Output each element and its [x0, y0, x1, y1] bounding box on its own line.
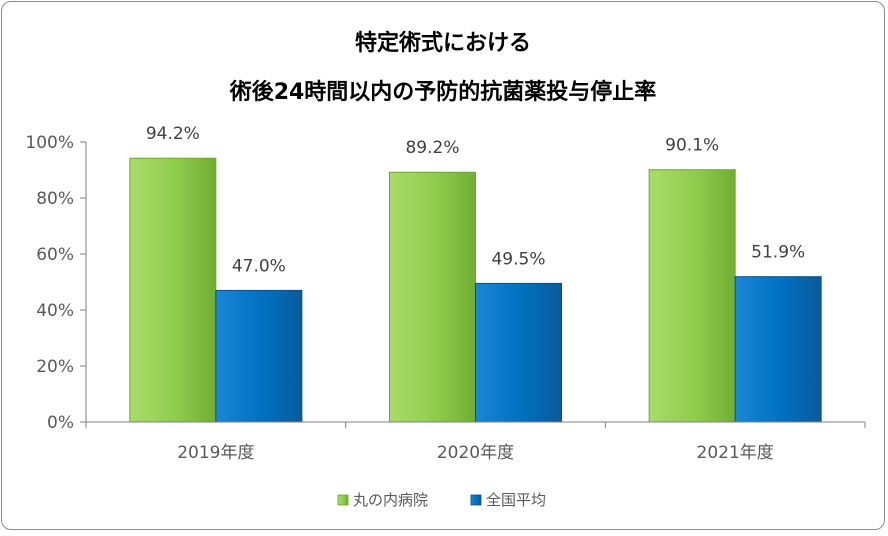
chart-title-line-2: 術後24時間以内の予防的抗菌薬投与停止率 — [229, 79, 657, 105]
legend-label-national: 全国平均 — [486, 491, 546, 509]
y-tick-label: 60% — [36, 245, 74, 265]
bar-marunouchi-2 — [648, 169, 736, 423]
y-tick-label: 80% — [36, 189, 74, 209]
legend-swatch-marunouchi — [337, 494, 349, 506]
bar-marunouchi-1 — [389, 171, 476, 423]
data-label: 90.1% — [665, 136, 719, 156]
legend: 丸の内病院 全国平均 — [337, 491, 546, 509]
y-tick-label: 40% — [36, 301, 74, 321]
legend-swatch-national — [470, 494, 482, 506]
bars: 94.2% 89.2% 90.1% 47.0% 49.5% 51.9% — [129, 124, 822, 423]
x-category-label: 2021年度 — [697, 443, 774, 463]
data-label: 47.0% — [232, 256, 286, 276]
y-axis: 0% 20% 40% 60% 80% 100% — [25, 133, 87, 433]
bar-national-1 — [475, 282, 562, 423]
y-tick-label: 20% — [36, 357, 74, 377]
data-label: 89.2% — [405, 138, 459, 158]
data-label: 51.9% — [751, 243, 805, 263]
bar-marunouchi-0 — [129, 157, 217, 423]
y-tick-label: 100% — [25, 133, 74, 153]
y-tick-label: 0% — [47, 413, 74, 433]
x-category-label: 2019年度 — [177, 443, 254, 463]
chart-title-line-1: 特定術式における — [355, 30, 531, 56]
bar-national-0 — [215, 289, 303, 423]
legend-label-marunouchi: 丸の内病院 — [353, 491, 428, 509]
data-label: 49.5% — [491, 249, 545, 269]
bar-national-2 — [734, 276, 822, 423]
data-label: 94.2% — [146, 124, 200, 144]
x-axis: 2019年度 2020年度 2021年度 — [85, 421, 866, 463]
x-category-label: 2020年度 — [437, 443, 514, 463]
